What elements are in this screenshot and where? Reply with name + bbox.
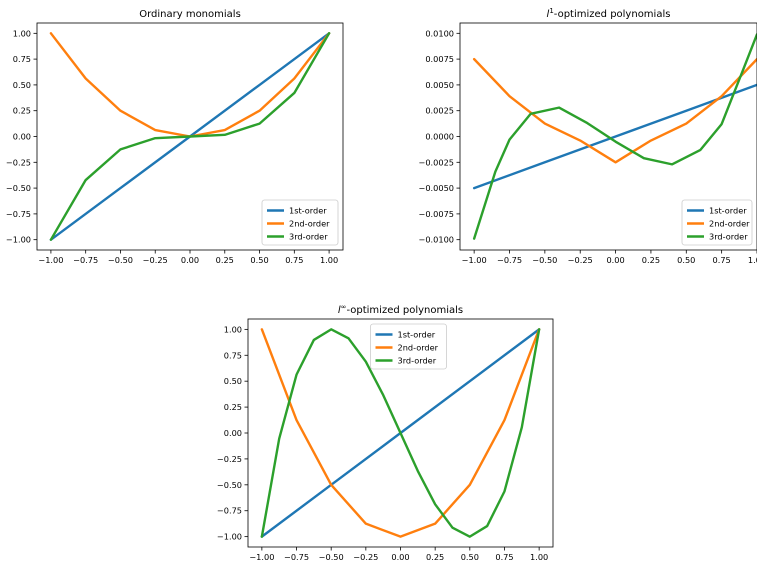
legend-label: 1st-order [398, 330, 436, 340]
series-group [260, 328, 541, 538]
title-symbol: l [547, 9, 550, 20]
y-tick-label: −0.25 [217, 454, 242, 464]
x-tick-label: −0.25 [568, 255, 593, 265]
y-tick-label: 0.0025 [425, 106, 454, 116]
x-tick-label: −0.75 [284, 552, 309, 562]
series-line-2-order [49, 32, 331, 138]
subplot-2: −1.00 −0.75 −0.50 −0.25 0.00 0.25 0.50 0.75 1.00… [418, 7, 757, 265]
chart-title: l∞-optimized polynomials [338, 303, 463, 316]
y-tick-label: 0.00 [13, 132, 31, 142]
legend-label: 2nd-order [709, 219, 750, 229]
x-tick-label: −0.75 [73, 255, 98, 265]
x-tick-label: 0.75 [713, 255, 731, 265]
legend: 1st-order 2nd-order 3rd-order [681, 199, 753, 246]
series-line-3-order [260, 328, 541, 538]
y-tick-label: 0.50 [224, 376, 242, 386]
x-tick-label: 0.50 [677, 255, 695, 265]
y-tick-label: 0.0075 [425, 54, 454, 64]
chart-title: Ordinary monomials [139, 9, 241, 20]
legend-label: 1st-order [709, 206, 747, 216]
y-tick-label: 0.0050 [425, 80, 454, 90]
y-tick-label: −0.50 [217, 480, 242, 490]
y-tick-label: 0.0100 [425, 28, 454, 38]
legend: 1st-order 2nd-order 3rd-order [261, 199, 339, 246]
y-tick-label: −0.0100 [418, 235, 454, 245]
x-tick-label: −0.25 [353, 552, 378, 562]
x-tick-label: −0.50 [108, 255, 133, 265]
title-text: -optimized polynomials [554, 9, 671, 20]
y-tick-label: −0.75 [217, 506, 242, 516]
x-tick-label: 0.25 [426, 552, 444, 562]
x-tick-label: 1.00 [748, 255, 757, 265]
y-tick-label: 0.75 [224, 350, 242, 360]
x-tick-label: 0.25 [216, 255, 234, 265]
y-tick-label: 0.25 [224, 402, 242, 412]
title-text: -optimized polynomials [346, 305, 463, 316]
y-tick-label: 0.00 [224, 428, 242, 438]
x-tick-label: 0.50 [250, 255, 268, 265]
x-tick-label: −0.75 [497, 255, 522, 265]
series-line-3-order [49, 32, 331, 241]
y-tick-label: 0.0000 [425, 132, 454, 142]
x-tick-label: −1.00 [462, 255, 487, 265]
y-tick-label: 0.75 [13, 54, 31, 64]
series-line-2-order [260, 328, 541, 538]
title-symbol: l [338, 305, 341, 316]
y-tick-label: −0.0050 [418, 183, 454, 193]
x-tick-label: 0.25 [642, 255, 660, 265]
y-tick-label: 0.50 [13, 80, 31, 90]
y-tick-label: 0.25 [13, 106, 31, 116]
y-tick-label: −1.00 [217, 532, 242, 542]
x-tick-label: −0.50 [532, 255, 557, 265]
x-tick-label: 0.75 [495, 552, 513, 562]
legend-label: 3rd-order [289, 232, 328, 242]
subplot-1: −1.00 −0.75 −0.50 −0.25 0.00 0.25 0.50 0.75 1.00… [6, 9, 344, 265]
series-line-2-order [472, 57, 757, 164]
x-tick-label: −1.00 [249, 552, 274, 562]
legend-label: 1st-order [289, 206, 327, 216]
y-tick-label: −0.75 [6, 209, 31, 219]
x-tick-label: 0.00 [606, 255, 624, 265]
x-tick-label: 1.00 [320, 255, 338, 265]
y-tick-label: −0.50 [6, 183, 31, 193]
y-tick-label: 1.00 [13, 28, 31, 38]
legend-label: 2nd-order [289, 219, 330, 229]
legend-label: 2nd-order [398, 343, 439, 353]
series-group [49, 32, 331, 241]
x-tick-label: −0.25 [143, 255, 168, 265]
x-tick-label: 0.00 [181, 255, 199, 265]
chart-title: l1-optimized polynomials [547, 7, 671, 20]
series-group [472, 33, 757, 240]
x-tick-label: −0.50 [319, 552, 344, 562]
legend: 1st-order 2nd-order 3rd-order [370, 323, 447, 370]
legend-label: 3rd-order [398, 356, 437, 366]
legend-label: 3rd-order [709, 232, 748, 242]
y-tick-label: −0.0075 [418, 209, 454, 219]
x-tick-label: −1.00 [38, 255, 63, 265]
x-tick-label: 1.00 [530, 552, 548, 562]
x-tick-label: 0.50 [461, 552, 479, 562]
x-tick-label: 0.00 [391, 552, 409, 562]
title-superscript: 1 [549, 7, 553, 15]
x-tick-label: 0.75 [285, 255, 303, 265]
y-tick-label: −1.00 [6, 235, 31, 245]
subplot-3: −1.00 −0.75 −0.50 −0.25 0.00 0.25 0.50 0.75 1.00… [217, 303, 554, 562]
series-line-1-order [472, 83, 757, 190]
y-tick-label: 1.00 [224, 324, 242, 334]
y-tick-label: −0.25 [6, 157, 31, 167]
series-line-3-order [472, 33, 757, 240]
y-tick-label: −0.0025 [418, 157, 454, 167]
title-superscript: ∞ [341, 303, 347, 311]
